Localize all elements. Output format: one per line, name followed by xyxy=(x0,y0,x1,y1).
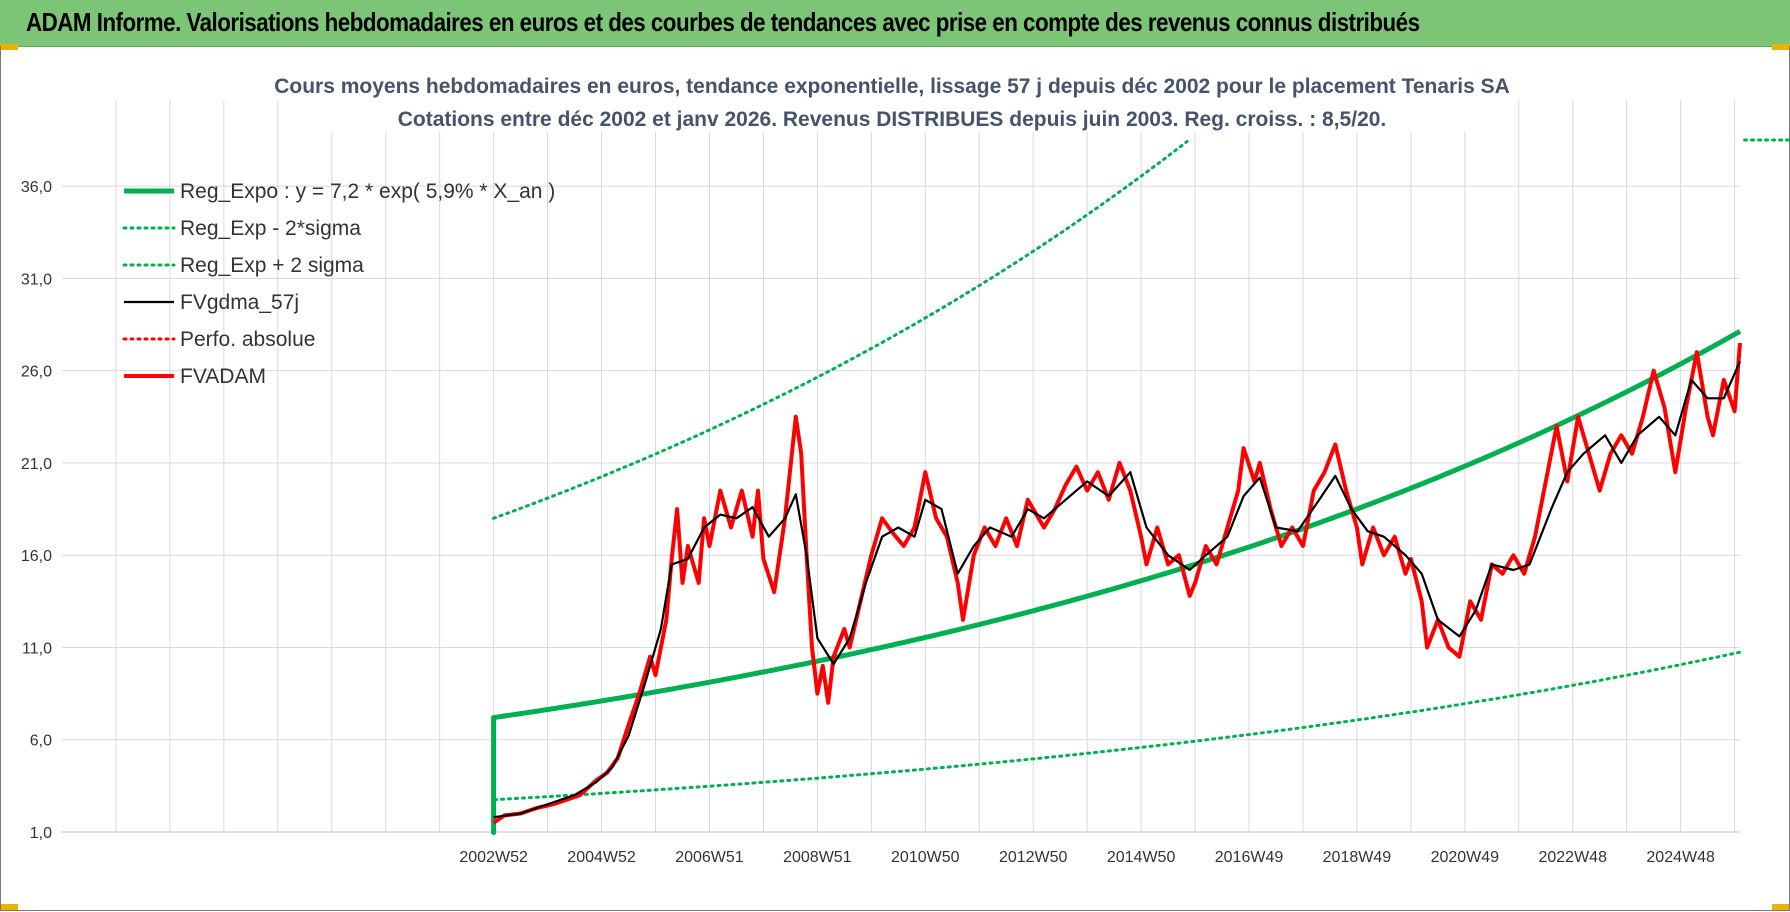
series-layer xyxy=(491,138,1790,836)
x-tick-label: 2010W50 xyxy=(891,849,960,866)
x-tick-label: 2024W48 xyxy=(1646,849,1715,866)
x-tick-label: 2014W50 xyxy=(1107,849,1176,866)
legend-label-reg-exp-minus-2sigma: Reg_Exp - 2*sigma xyxy=(180,217,361,240)
y-tick-label: 26,0 xyxy=(21,364,52,381)
x-tick-label: 2002W52 xyxy=(459,849,528,866)
y-tick-label: 11,0 xyxy=(22,640,52,657)
corner-marker-top-left xyxy=(0,44,18,50)
legend-label-fvadam: FVADAM xyxy=(180,365,266,388)
series-line-reg-expo xyxy=(491,329,1742,834)
corner-marker-bottom-right xyxy=(1772,904,1790,910)
legend-label-fvgdma-57j: FVgdma_57j xyxy=(180,291,299,314)
legend-label-perfo-absolue: Perfo. absolue xyxy=(180,328,315,351)
header-bar: ADAM Informe. Valorisations hebdomadaire… xyxy=(0,0,1790,47)
legend-label-reg-exp-plus-2sigma: Reg_Exp + 2 sigma xyxy=(180,254,364,277)
x-tick-label: 2022W48 xyxy=(1538,849,1607,866)
chart-title-line-1: Cours moyens hebdomadaires en euros, ten… xyxy=(274,75,1510,98)
legend-label-reg-expo: Reg_Expo : y = 7,2 * exp( 5,9% * X_an ) xyxy=(180,180,555,203)
y-tick-label: 31,0 xyxy=(21,271,52,288)
x-tick-label: 2008W51 xyxy=(783,849,852,866)
y-tick-label: 36,0 xyxy=(21,179,52,196)
x-tick-label: 2016W49 xyxy=(1215,849,1284,866)
legend: Reg_Expo : y = 7,2 * exp( 5,9% * X_an ) R… xyxy=(122,180,555,388)
y-tick-label: 16,0 xyxy=(21,548,52,565)
x-tick-label: 2006W51 xyxy=(675,849,744,866)
title-backdrop xyxy=(300,68,1485,132)
y-tick-label: 6,0 xyxy=(30,733,52,750)
series-line-fvadam xyxy=(492,342,1742,825)
series-line-fvgdma-57j xyxy=(493,360,1742,819)
y-tick-label: 1,0 xyxy=(30,825,52,842)
x-tick-label: 2020W49 xyxy=(1431,849,1500,866)
axis-layer: 1,0 6,0 11,0 16,0 21,0 26,0 31,0 36,0 2002W52 200… xyxy=(21,179,1740,866)
series-line-reg-exp-plus-2sigma xyxy=(492,140,1189,520)
x-tick-label: 2012W50 xyxy=(999,849,1068,866)
series-line-reg-exp-minus-2sigma xyxy=(492,650,1742,836)
page-title: ADAM Informe. Valorisations hebdomadaire… xyxy=(26,7,1420,37)
chart-title-line-2: Cotations entre déc 2002 et janv 2026. R… xyxy=(398,108,1387,131)
grid-layer xyxy=(62,100,1740,833)
x-tick-label: 2018W49 xyxy=(1323,849,1392,866)
corner-marker-top-right xyxy=(1772,44,1790,50)
y-tick-label: 21,0 xyxy=(21,456,52,473)
x-tick-label: 2004W52 xyxy=(567,849,636,866)
title-layer: Cours moyens hebdomadaires en euros, ten… xyxy=(274,68,1510,132)
corner-marker-bottom-left xyxy=(0,904,18,910)
